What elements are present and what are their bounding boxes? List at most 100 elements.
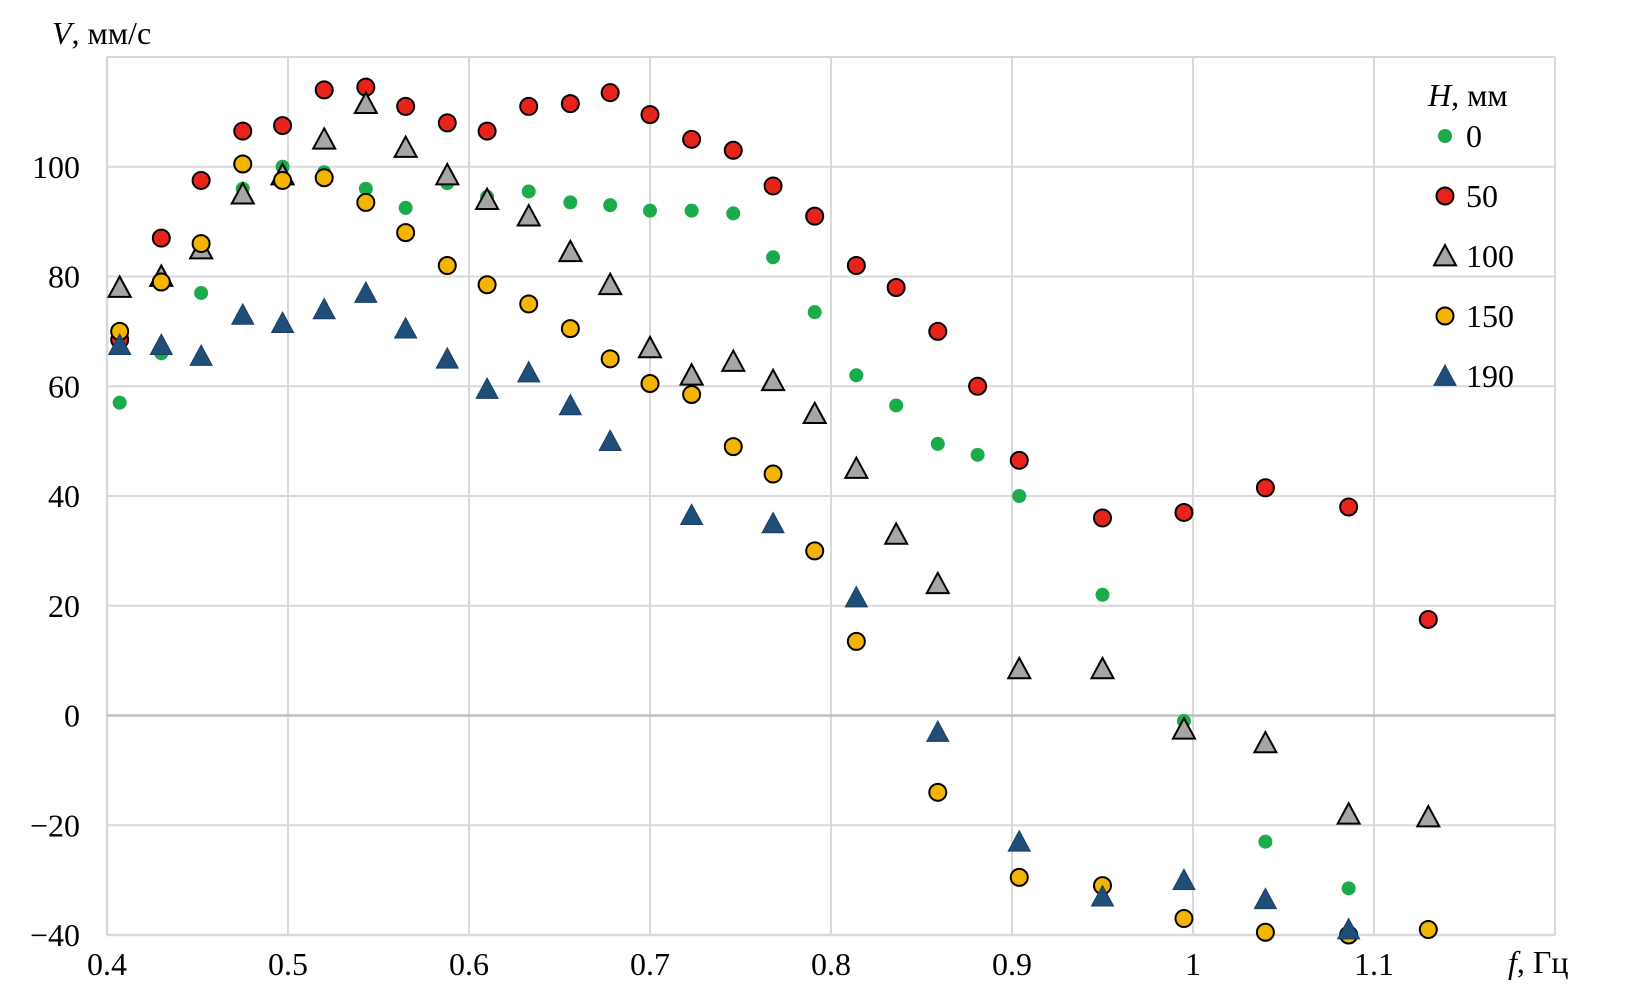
data-point — [314, 168, 334, 188]
series-150 — [110, 154, 1438, 945]
legend-marker — [1438, 129, 1452, 143]
legend-label: 50 — [1466, 178, 1498, 214]
data-point — [519, 96, 539, 116]
data-point — [396, 223, 416, 243]
legend-marker — [1432, 242, 1458, 267]
data-point — [846, 256, 866, 276]
data-point — [314, 80, 334, 100]
data-point — [560, 319, 580, 339]
data-point — [112, 395, 127, 410]
data-point — [1006, 655, 1032, 680]
data-point — [521, 184, 536, 199]
data-point — [763, 176, 783, 196]
data-point — [519, 294, 539, 314]
x-tick-label: 0.4 — [87, 946, 127, 982]
data-point — [1174, 502, 1194, 522]
data-point — [151, 272, 171, 292]
data-point — [353, 90, 379, 114]
data-point — [640, 105, 660, 125]
data-point — [358, 181, 373, 196]
data-point — [930, 436, 945, 451]
data-point — [233, 121, 253, 141]
x-tick-label: 1 — [1185, 946, 1201, 982]
data-point — [1090, 884, 1115, 907]
data-point — [273, 116, 293, 136]
x-axis-label: f, Гц — [1508, 944, 1569, 980]
data-point — [640, 374, 660, 394]
series-190 — [107, 280, 1361, 940]
x-tick-label: 0.8 — [811, 946, 851, 982]
data-point — [1258, 834, 1273, 849]
data-point — [189, 344, 213, 366]
data-point — [603, 198, 618, 213]
data-point — [437, 113, 457, 133]
legend-entry-190: 190 — [1433, 358, 1514, 394]
x-tick-label: 0.5 — [268, 946, 308, 982]
data-point — [684, 203, 699, 218]
x-axis-unit: , Гц — [1517, 944, 1569, 980]
data-point — [393, 316, 418, 339]
data-point — [1335, 801, 1362, 825]
data-point — [1339, 497, 1359, 517]
data-point — [1093, 508, 1112, 528]
x-tick-label: 0.6 — [449, 946, 489, 982]
data-point — [1418, 609, 1438, 629]
data-point — [1415, 803, 1441, 828]
data-point — [1418, 920, 1438, 940]
grid — [107, 56, 1556, 935]
x-tick-label: 0.7 — [630, 946, 670, 982]
data-point — [356, 192, 376, 212]
data-point — [1009, 450, 1029, 470]
data-point — [312, 297, 337, 320]
data-point — [766, 250, 781, 265]
data-point — [434, 161, 460, 186]
data-point — [761, 511, 785, 534]
data-point — [763, 464, 783, 484]
data-point — [477, 275, 497, 295]
legend-marker — [1433, 363, 1457, 386]
y-tick-labels: −40 −20 0 20 40 60 80 100 — [30, 149, 80, 953]
data-point — [1172, 868, 1196, 890]
legend-label: 0 — [1466, 118, 1482, 154]
data-point — [435, 346, 460, 369]
x-tick-label: 1.1 — [1354, 946, 1394, 982]
data-point — [925, 570, 951, 595]
legend-entry-0: 0 — [1438, 118, 1482, 154]
data-point — [970, 447, 985, 462]
data-point — [475, 376, 499, 399]
data-point — [1341, 881, 1356, 896]
data-point — [807, 305, 822, 320]
y-tick-label: 20 — [48, 588, 80, 624]
data-point — [233, 154, 253, 174]
data-point — [1009, 867, 1029, 887]
data-point — [151, 228, 171, 248]
data-point — [886, 277, 906, 297]
y-tick-label: 40 — [48, 478, 80, 514]
data-point — [1007, 829, 1032, 852]
data-point — [230, 302, 255, 325]
legend-title-unit: , мм — [1451, 77, 1508, 113]
data-point — [925, 719, 950, 742]
data-point — [398, 200, 413, 215]
data-point — [844, 585, 869, 608]
data-point — [1174, 909, 1194, 929]
data-point — [598, 429, 623, 451]
data-point — [1255, 478, 1275, 498]
axes — [105, 57, 1555, 937]
legend-title-var: H — [1427, 77, 1453, 113]
legend-entry-50: 50 — [1435, 178, 1498, 214]
legend-marker — [1435, 306, 1455, 326]
data-point — [723, 437, 743, 457]
data-point — [273, 170, 293, 190]
data-point — [191, 170, 211, 190]
data-point — [477, 121, 497, 141]
data-point — [563, 195, 578, 210]
y-tick-label: −20 — [30, 807, 80, 843]
data-point — [760, 367, 786, 392]
data-point — [1336, 917, 1361, 940]
data-point — [516, 360, 541, 383]
y-tick-label: 80 — [48, 259, 80, 295]
data-point — [849, 368, 864, 383]
data-point — [802, 400, 828, 425]
data-point — [883, 521, 909, 545]
